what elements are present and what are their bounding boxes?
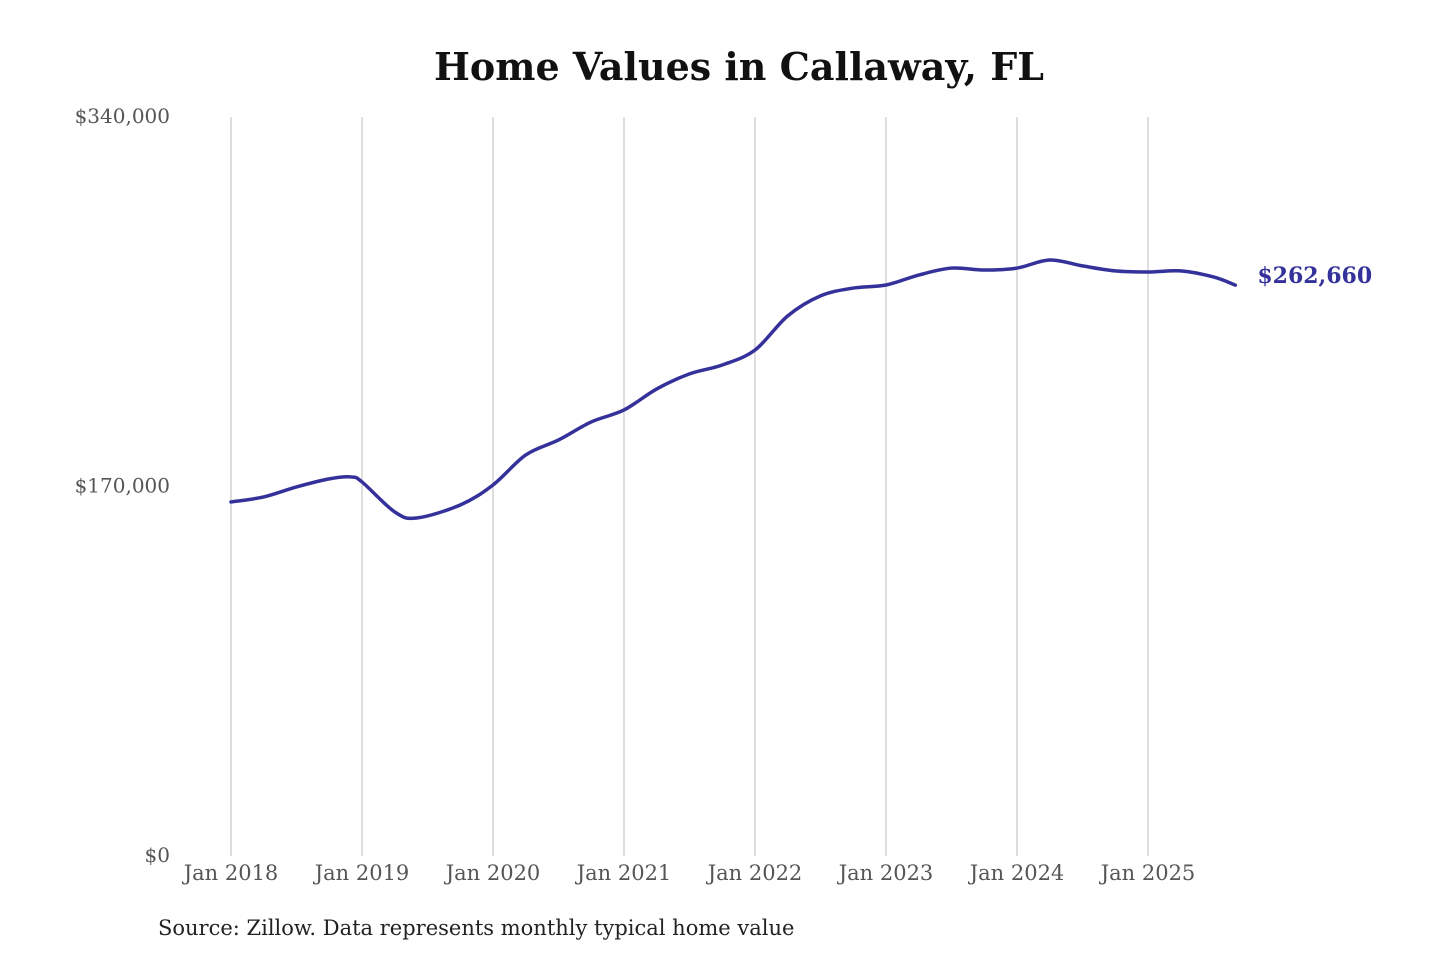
source-note: Source: Zillow. Data represents monthly … [158,916,795,940]
y-tick-label: $340,000 [75,104,170,128]
x-tick-label: Jan 2018 [182,861,279,885]
end-value-label: $262,660 [1257,263,1372,289]
x-tick-label: Jan 2023 [837,861,934,885]
x-tick-label: Jan 2020 [444,861,541,885]
y-tick-label: $170,000 [75,474,170,498]
x-tick-label: Jan 2022 [706,861,803,885]
x-tick-label: Jan 2024 [968,861,1065,885]
x-tick-label: Jan 2019 [313,861,410,885]
series-line [229,258,1238,521]
x-tick-label: Jan 2021 [575,861,672,885]
y-tick-label: $0 [145,843,170,867]
chart-title: Home Values in Callaway, FL [434,44,1044,89]
x-tick-label: Jan 2025 [1099,861,1196,885]
